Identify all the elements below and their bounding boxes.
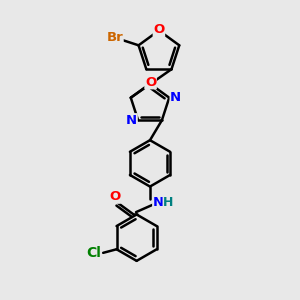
Text: H: H <box>163 196 174 208</box>
Text: N: N <box>126 114 137 127</box>
Text: Cl: Cl <box>86 246 101 260</box>
Text: N: N <box>170 91 181 104</box>
Text: Br: Br <box>106 32 123 44</box>
Text: O: O <box>145 76 156 89</box>
Text: O: O <box>153 23 164 36</box>
Text: N: N <box>153 196 164 208</box>
Text: O: O <box>109 190 120 203</box>
